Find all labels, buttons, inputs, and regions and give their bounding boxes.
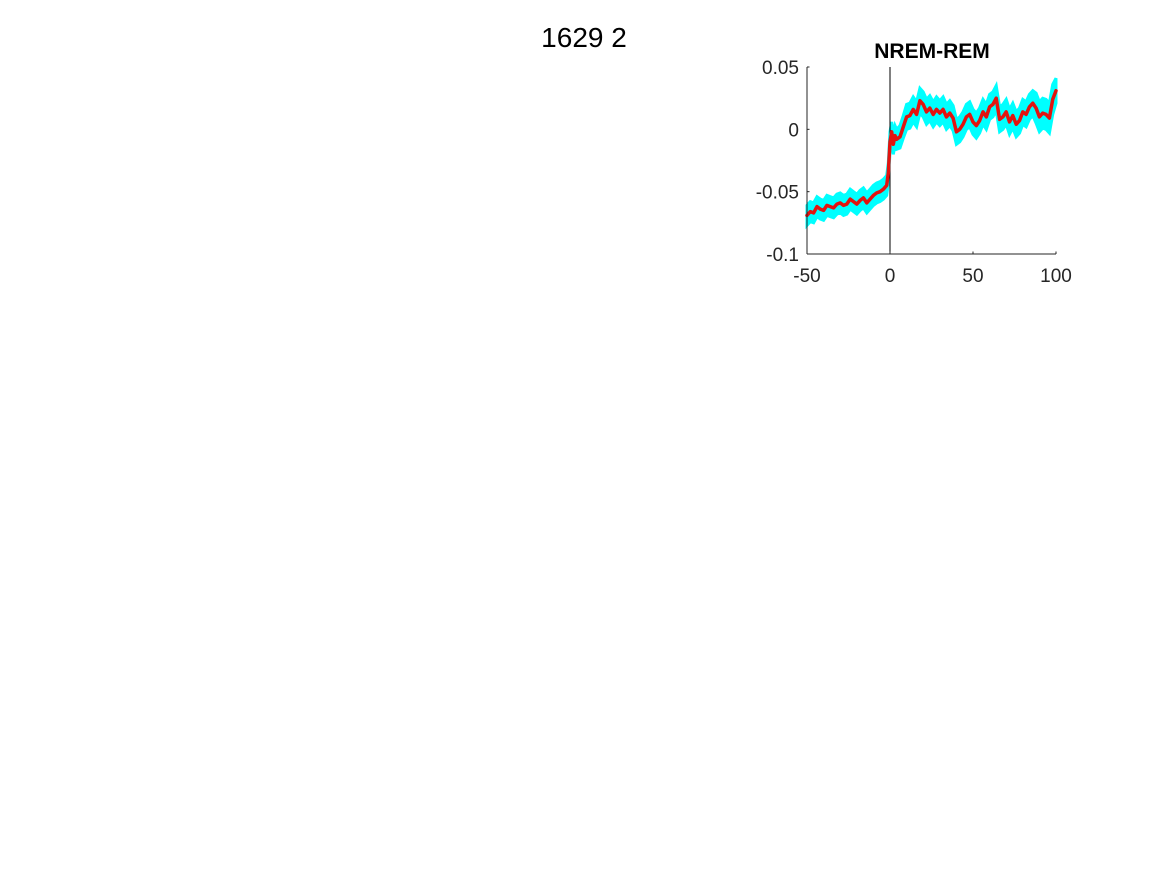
axes-title: NREM-REM <box>874 40 990 63</box>
figure-title: 1629 2 <box>541 22 627 53</box>
mean-trace-line <box>805 88 1058 218</box>
x-tick-label: 100 <box>1040 266 1072 287</box>
y-tick-label: 0.05 <box>762 58 799 79</box>
y-ticks: 0.05 0 -0.05 -0.1 <box>756 58 810 266</box>
x-tick-label: 50 <box>962 266 983 287</box>
axes-nrem-rem: NREM-REM -50 0 50 100 0.05 0 -0.05 -0.1 <box>756 40 1072 287</box>
x-tick-label: 0 <box>885 266 896 287</box>
y-tick-label: -0.1 <box>766 245 799 266</box>
y-tick-label: -0.05 <box>756 183 799 204</box>
x-tick-label: -50 <box>793 266 820 287</box>
y-tick-label: 0 <box>788 120 799 141</box>
x-ticks: -50 0 50 100 <box>793 251 1072 287</box>
